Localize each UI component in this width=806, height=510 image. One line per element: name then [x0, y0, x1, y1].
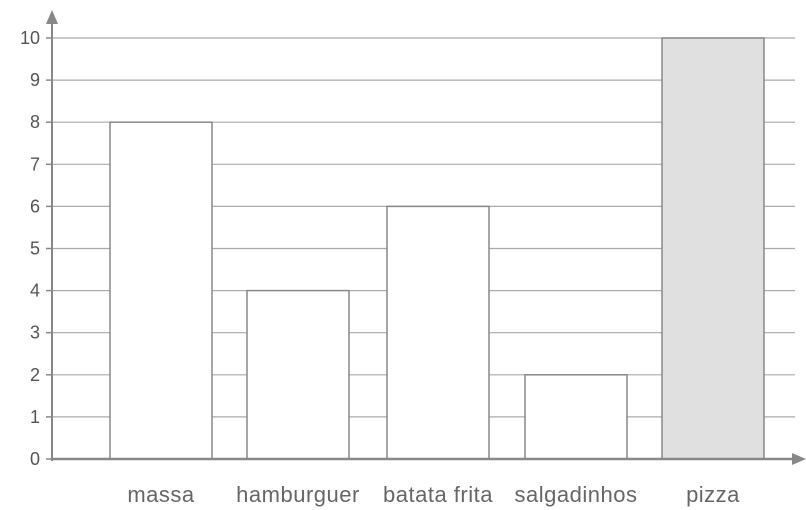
x-category-label-pizza: pizza — [686, 482, 740, 507]
y-tick-label-2: 2 — [30, 365, 40, 385]
x-category-label-massa: massa — [127, 482, 195, 507]
y-tick-label-6: 6 — [30, 196, 40, 216]
y-tick-label-10: 10 — [20, 28, 40, 48]
y-tick-label-5: 5 — [30, 239, 40, 259]
y-axis-arrow-icon — [46, 10, 58, 24]
y-tick-label-1: 1 — [30, 407, 40, 427]
x-category-label-salgadinhos: salgadinhos — [515, 482, 638, 507]
x-category-label-batata-frita: batata frita — [383, 482, 493, 507]
bar-batata-frita — [386, 205, 490, 460]
y-tick-label-9: 9 — [30, 70, 40, 90]
axes — [46, 10, 806, 465]
bar-hamburguer — [246, 289, 350, 460]
x-category-labels: massa hamburguer batata frita salgadinhos pi… — [127, 482, 740, 507]
y-tick-label-3: 3 — [30, 323, 40, 343]
y-tick-label-8: 8 — [30, 112, 40, 132]
x-axis-arrow-icon — [792, 453, 806, 465]
bar-massa — [109, 121, 213, 460]
y-tick-label-0: 0 — [30, 449, 40, 469]
y-tick-labels: 0 1 2 3 4 5 6 7 8 9 10 — [20, 28, 40, 469]
x-category-label-hamburguer: hamburguer — [236, 482, 360, 507]
bar-pizza — [661, 37, 765, 460]
y-tick-label-7: 7 — [30, 154, 40, 174]
bars — [109, 37, 765, 460]
bar-salgadinhos — [524, 374, 628, 460]
y-tick-label-4: 4 — [30, 281, 40, 301]
